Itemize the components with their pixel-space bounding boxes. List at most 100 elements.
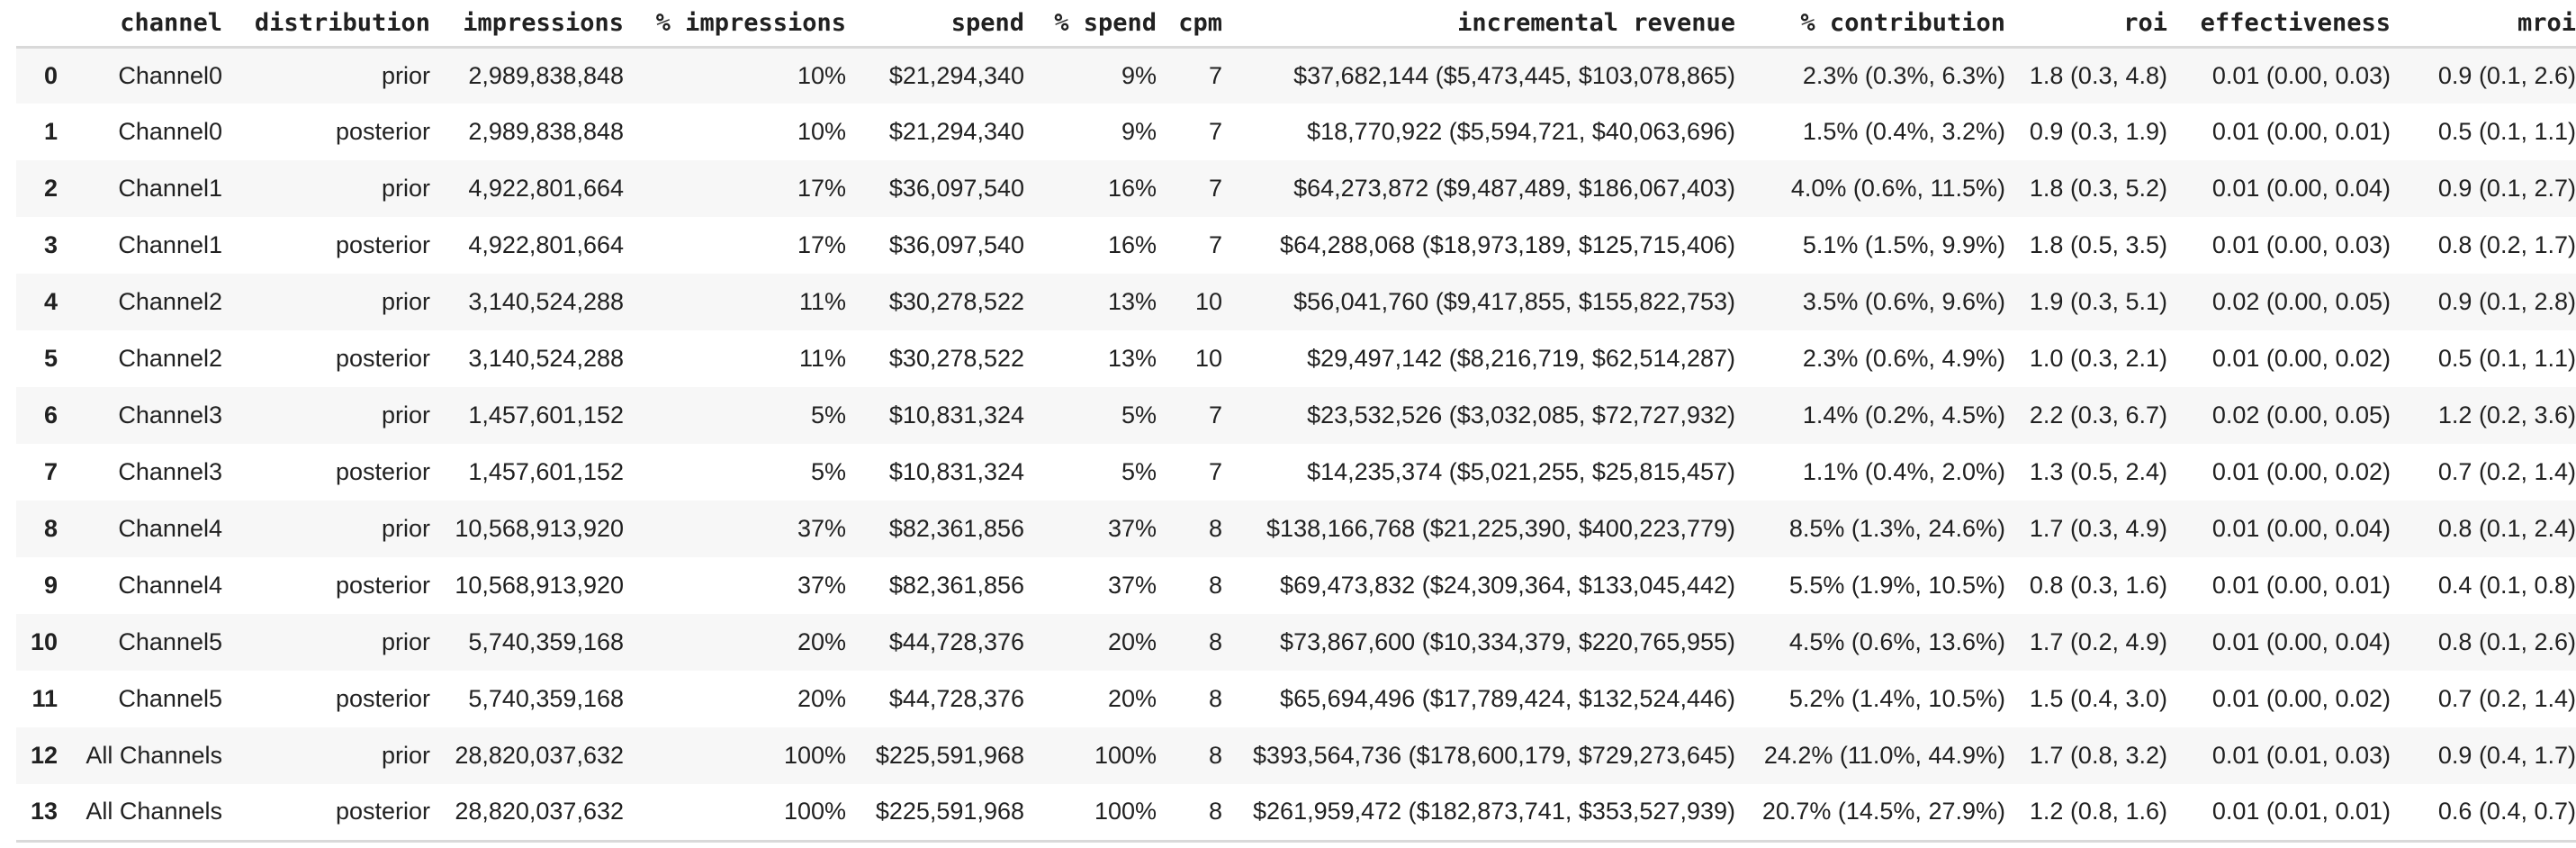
cell: Channel0: [118, 118, 222, 145]
cell: 2,989,838,848: [468, 61, 624, 89]
cell: prior: [381, 401, 430, 429]
cell: 20%: [797, 628, 846, 655]
cell: 2.3% (0.3%, 6.3%): [1802, 61, 2005, 89]
cell: $64,273,872 ($9,487,489, $186,067,403): [1293, 175, 1735, 202]
cell: 13%: [1107, 288, 1157, 315]
cell: 5,740,359,168: [468, 685, 624, 712]
cell: $82,361,856: [888, 515, 1024, 542]
cell: 10%: [797, 118, 846, 145]
header-cell-index: [16, 0, 58, 49]
cell: 4,922,801,664: [468, 175, 624, 202]
table-row: 9 Channel4 posterior 10,568,913,920 37% $82,3…: [16, 557, 2576, 614]
cell: 4.0% (0.6%, 11.5%): [1790, 175, 2005, 202]
cell: 0.8 (0.1, 2.6): [2437, 628, 2576, 655]
cell: posterior: [335, 685, 430, 712]
cell: 8: [1208, 685, 1222, 712]
cell: $29,497,142 ($8,216,719, $62,514,287): [1307, 345, 1735, 372]
cell: 37%: [1107, 515, 1157, 542]
cell: $23,532,526 ($3,032,085, $72,727,932): [1307, 401, 1735, 429]
cell: 7: [1208, 458, 1222, 485]
header-cell-mroi: mroi: [2391, 0, 2576, 49]
cell: 100%: [1094, 742, 1157, 769]
cell: 0.9 (0.1, 2.6): [2437, 61, 2576, 89]
cell: prior: [381, 742, 430, 769]
cell: 2.2 (0.3, 6.7): [2029, 401, 2167, 429]
cell: 13%: [1107, 345, 1157, 372]
row-index: 12: [30, 742, 58, 769]
cell: posterior: [335, 118, 430, 145]
table-row: 12 All Channels prior 28,820,037,632 100% $22…: [16, 727, 2576, 784]
cell: 37%: [797, 515, 846, 542]
cell: 1,457,601,152: [468, 458, 624, 485]
header-cell-effectiveness: effectiveness: [2167, 0, 2391, 49]
cell: 100%: [1094, 798, 1157, 825]
cell: 1.8 (0.3, 5.2): [2029, 175, 2167, 202]
header-cell-impressions: impressions: [430, 0, 624, 49]
cell: 0.01 (0.00, 0.02): [2211, 458, 2391, 485]
row-index: 4: [43, 288, 58, 315]
cell: 1.8 (0.5, 3.5): [2029, 231, 2167, 258]
cell: 16%: [1107, 231, 1157, 258]
cell: 0.01 (0.00, 0.02): [2211, 345, 2391, 372]
cell: 20.7% (14.5%, 27.9%): [1761, 798, 2005, 825]
table-header: channel distribution impressions% impressi…: [16, 0, 2576, 49]
cell: 0.01 (0.00, 0.03): [2211, 61, 2391, 89]
header-cell-roi: roi: [2005, 0, 2167, 49]
cell: 8: [1208, 572, 1222, 599]
cell: 1.8 (0.3, 4.8): [2029, 61, 2167, 89]
header-cell--contribution: % contribution: [1735, 0, 2005, 49]
cell: 17%: [797, 231, 846, 258]
cell: 8: [1208, 798, 1222, 825]
cell: 24.2% (11.0%, 44.9%): [1763, 742, 2005, 769]
cell: $73,867,600 ($10,334,379, $220,765,955): [1280, 628, 1735, 655]
cell: 0.01 (0.01, 0.01): [2211, 798, 2391, 825]
cell: $225,591,968: [875, 798, 1024, 825]
cell: $21,294,340: [888, 61, 1024, 89]
table-row: 4 Channel2 prior 3,140,524,288 11% $30,278,52…: [16, 274, 2576, 330]
cell: $261,959,472 ($182,873,741, $353,527,939…: [1253, 798, 1735, 825]
cell: 37%: [797, 572, 846, 599]
cell: 11%: [798, 345, 846, 372]
cell: 0.01 (0.00, 0.01): [2211, 118, 2391, 145]
cell: $30,278,522: [888, 288, 1024, 315]
cell: $56,041,760 ($9,417,855, $155,822,753): [1293, 288, 1735, 315]
summary-table: channel distribution impressions% impressi…: [16, 0, 2576, 843]
cell: 7: [1208, 401, 1222, 429]
cell: 9%: [1121, 118, 1157, 145]
cell: 5.1% (1.5%, 9.9%): [1802, 231, 2005, 258]
cell: 1.2 (0.8, 1.6): [2029, 798, 2167, 825]
cell: 8: [1208, 742, 1222, 769]
row-index: 9: [43, 572, 58, 599]
cell: $44,728,376: [888, 628, 1024, 655]
cell: 1.5 (0.4, 3.0): [2029, 685, 2167, 712]
cell: 7: [1208, 231, 1222, 258]
cell: 0.02 (0.00, 0.05): [2211, 401, 2391, 429]
cell: 20%: [1107, 685, 1157, 712]
cell: 7: [1208, 118, 1222, 145]
cell: 5.2% (1.4%, 10.5%): [1788, 685, 2005, 712]
cell: 1.4% (0.2%, 4.5%): [1802, 401, 2005, 429]
cell: Channel3: [118, 401, 222, 429]
cell: Channel1: [118, 175, 222, 202]
cell: $65,694,496 ($17,789,424, $132,524,446): [1280, 685, 1735, 712]
cell: 0.01 (0.00, 0.01): [2211, 572, 2391, 599]
cell: 0.01 (0.00, 0.04): [2211, 515, 2391, 542]
header-cell--spend: % spend: [1024, 0, 1157, 49]
cell: 5%: [1121, 401, 1157, 429]
cell: 5%: [810, 458, 846, 485]
cell: 28,820,037,632: [455, 742, 624, 769]
row-index: 11: [32, 685, 58, 712]
table-row: 0 Channel0 prior 2,989,838,848 10% $21,294,34…: [16, 47, 2576, 104]
table-row: 1 Channel0 posterior 2,989,838,848 10% $21,29…: [16, 104, 2576, 160]
table-row: 11 Channel5 posterior 5,740,359,168 20% $44,7…: [16, 671, 2576, 727]
cell: $44,728,376: [888, 685, 1024, 712]
cell: 4.5% (0.6%, 13.6%): [1788, 628, 2005, 655]
cell: 8.5% (1.3%, 24.6%): [1788, 515, 2005, 542]
cell: 8: [1208, 515, 1222, 542]
cell: 5,740,359,168: [468, 628, 624, 655]
cell: posterior: [335, 458, 430, 485]
table-row: 3 Channel1 posterior 4,922,801,664 17% $36,09…: [16, 217, 2576, 274]
table-body: 0 Channel0 prior 2,989,838,848 10% $21,294,34…: [16, 47, 2576, 841]
cell: $10,831,324: [888, 401, 1024, 429]
